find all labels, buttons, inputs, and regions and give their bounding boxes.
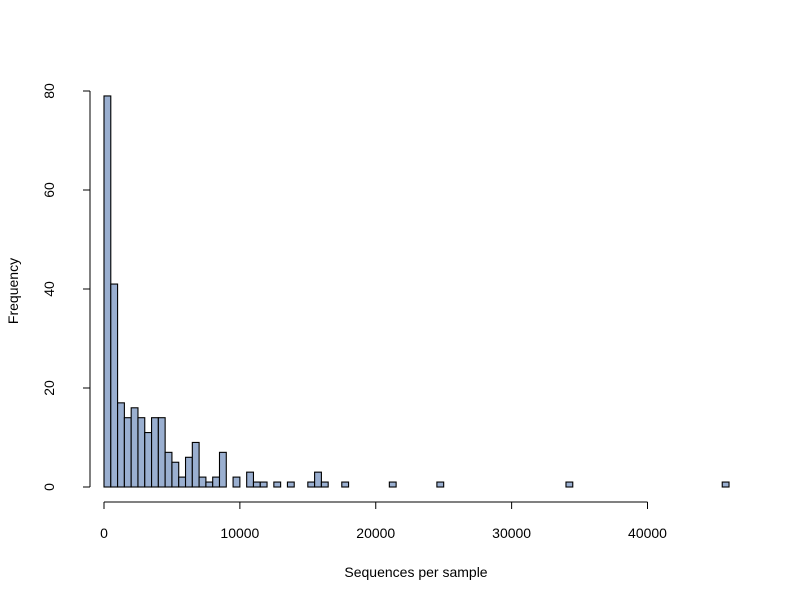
y-tick-label: 60 xyxy=(41,182,57,198)
histogram-bar xyxy=(218,451,227,488)
histogram-bar xyxy=(565,481,574,488)
histogram-bar xyxy=(212,476,221,488)
histogram-bar xyxy=(314,471,322,488)
histogram-bar xyxy=(388,481,397,488)
x-tick-label: 40000 xyxy=(628,525,667,541)
histogram-bar xyxy=(252,481,261,488)
y-axis: 0 20 40 60 80 xyxy=(41,83,91,491)
y-tick-label: 20 xyxy=(41,380,57,396)
histogram-bar xyxy=(157,417,166,488)
x-tick-label: 30000 xyxy=(492,525,531,541)
histogram-bar xyxy=(130,407,139,488)
histogram-bar xyxy=(178,476,187,488)
histogram-bar xyxy=(198,476,207,488)
histogram-bar xyxy=(246,471,255,488)
histogram-bar xyxy=(286,481,295,488)
histogram-bar xyxy=(232,476,241,488)
histogram-bar xyxy=(103,95,112,488)
histogram-bar xyxy=(341,481,350,488)
x-axis-title: Sequences per sample xyxy=(344,564,487,580)
histogram-bar xyxy=(110,283,119,488)
histogram-bar xyxy=(144,431,153,488)
histogram-bar xyxy=(137,417,146,488)
histogram-bar xyxy=(273,481,282,488)
y-tick-label: 0 xyxy=(41,483,57,491)
x-tick-label: 20000 xyxy=(356,525,395,541)
histogram-bar xyxy=(184,456,193,488)
x-tick-label: 10000 xyxy=(220,525,259,541)
histogram-bar xyxy=(151,417,159,488)
histogram-bar xyxy=(307,481,316,488)
histogram-bar xyxy=(205,481,214,488)
histogram-bar xyxy=(320,481,329,488)
histogram-bar xyxy=(721,481,730,488)
bars-layer xyxy=(103,95,730,488)
histogram-bar xyxy=(191,441,200,488)
y-tick-label: 80 xyxy=(41,83,57,99)
histogram-bar xyxy=(171,461,180,488)
histogram-bar xyxy=(436,481,445,488)
x-axis: 0 10000 20000 30000 40000 xyxy=(100,501,667,541)
histogram-bar xyxy=(164,451,173,488)
y-tick-label: 40 xyxy=(41,281,57,297)
histogram-bar xyxy=(123,417,132,488)
y-axis-title: Frequency xyxy=(5,258,21,324)
histogram-bar xyxy=(259,481,268,488)
x-tick-label: 0 xyxy=(100,525,108,541)
histogram-bar xyxy=(117,402,125,488)
